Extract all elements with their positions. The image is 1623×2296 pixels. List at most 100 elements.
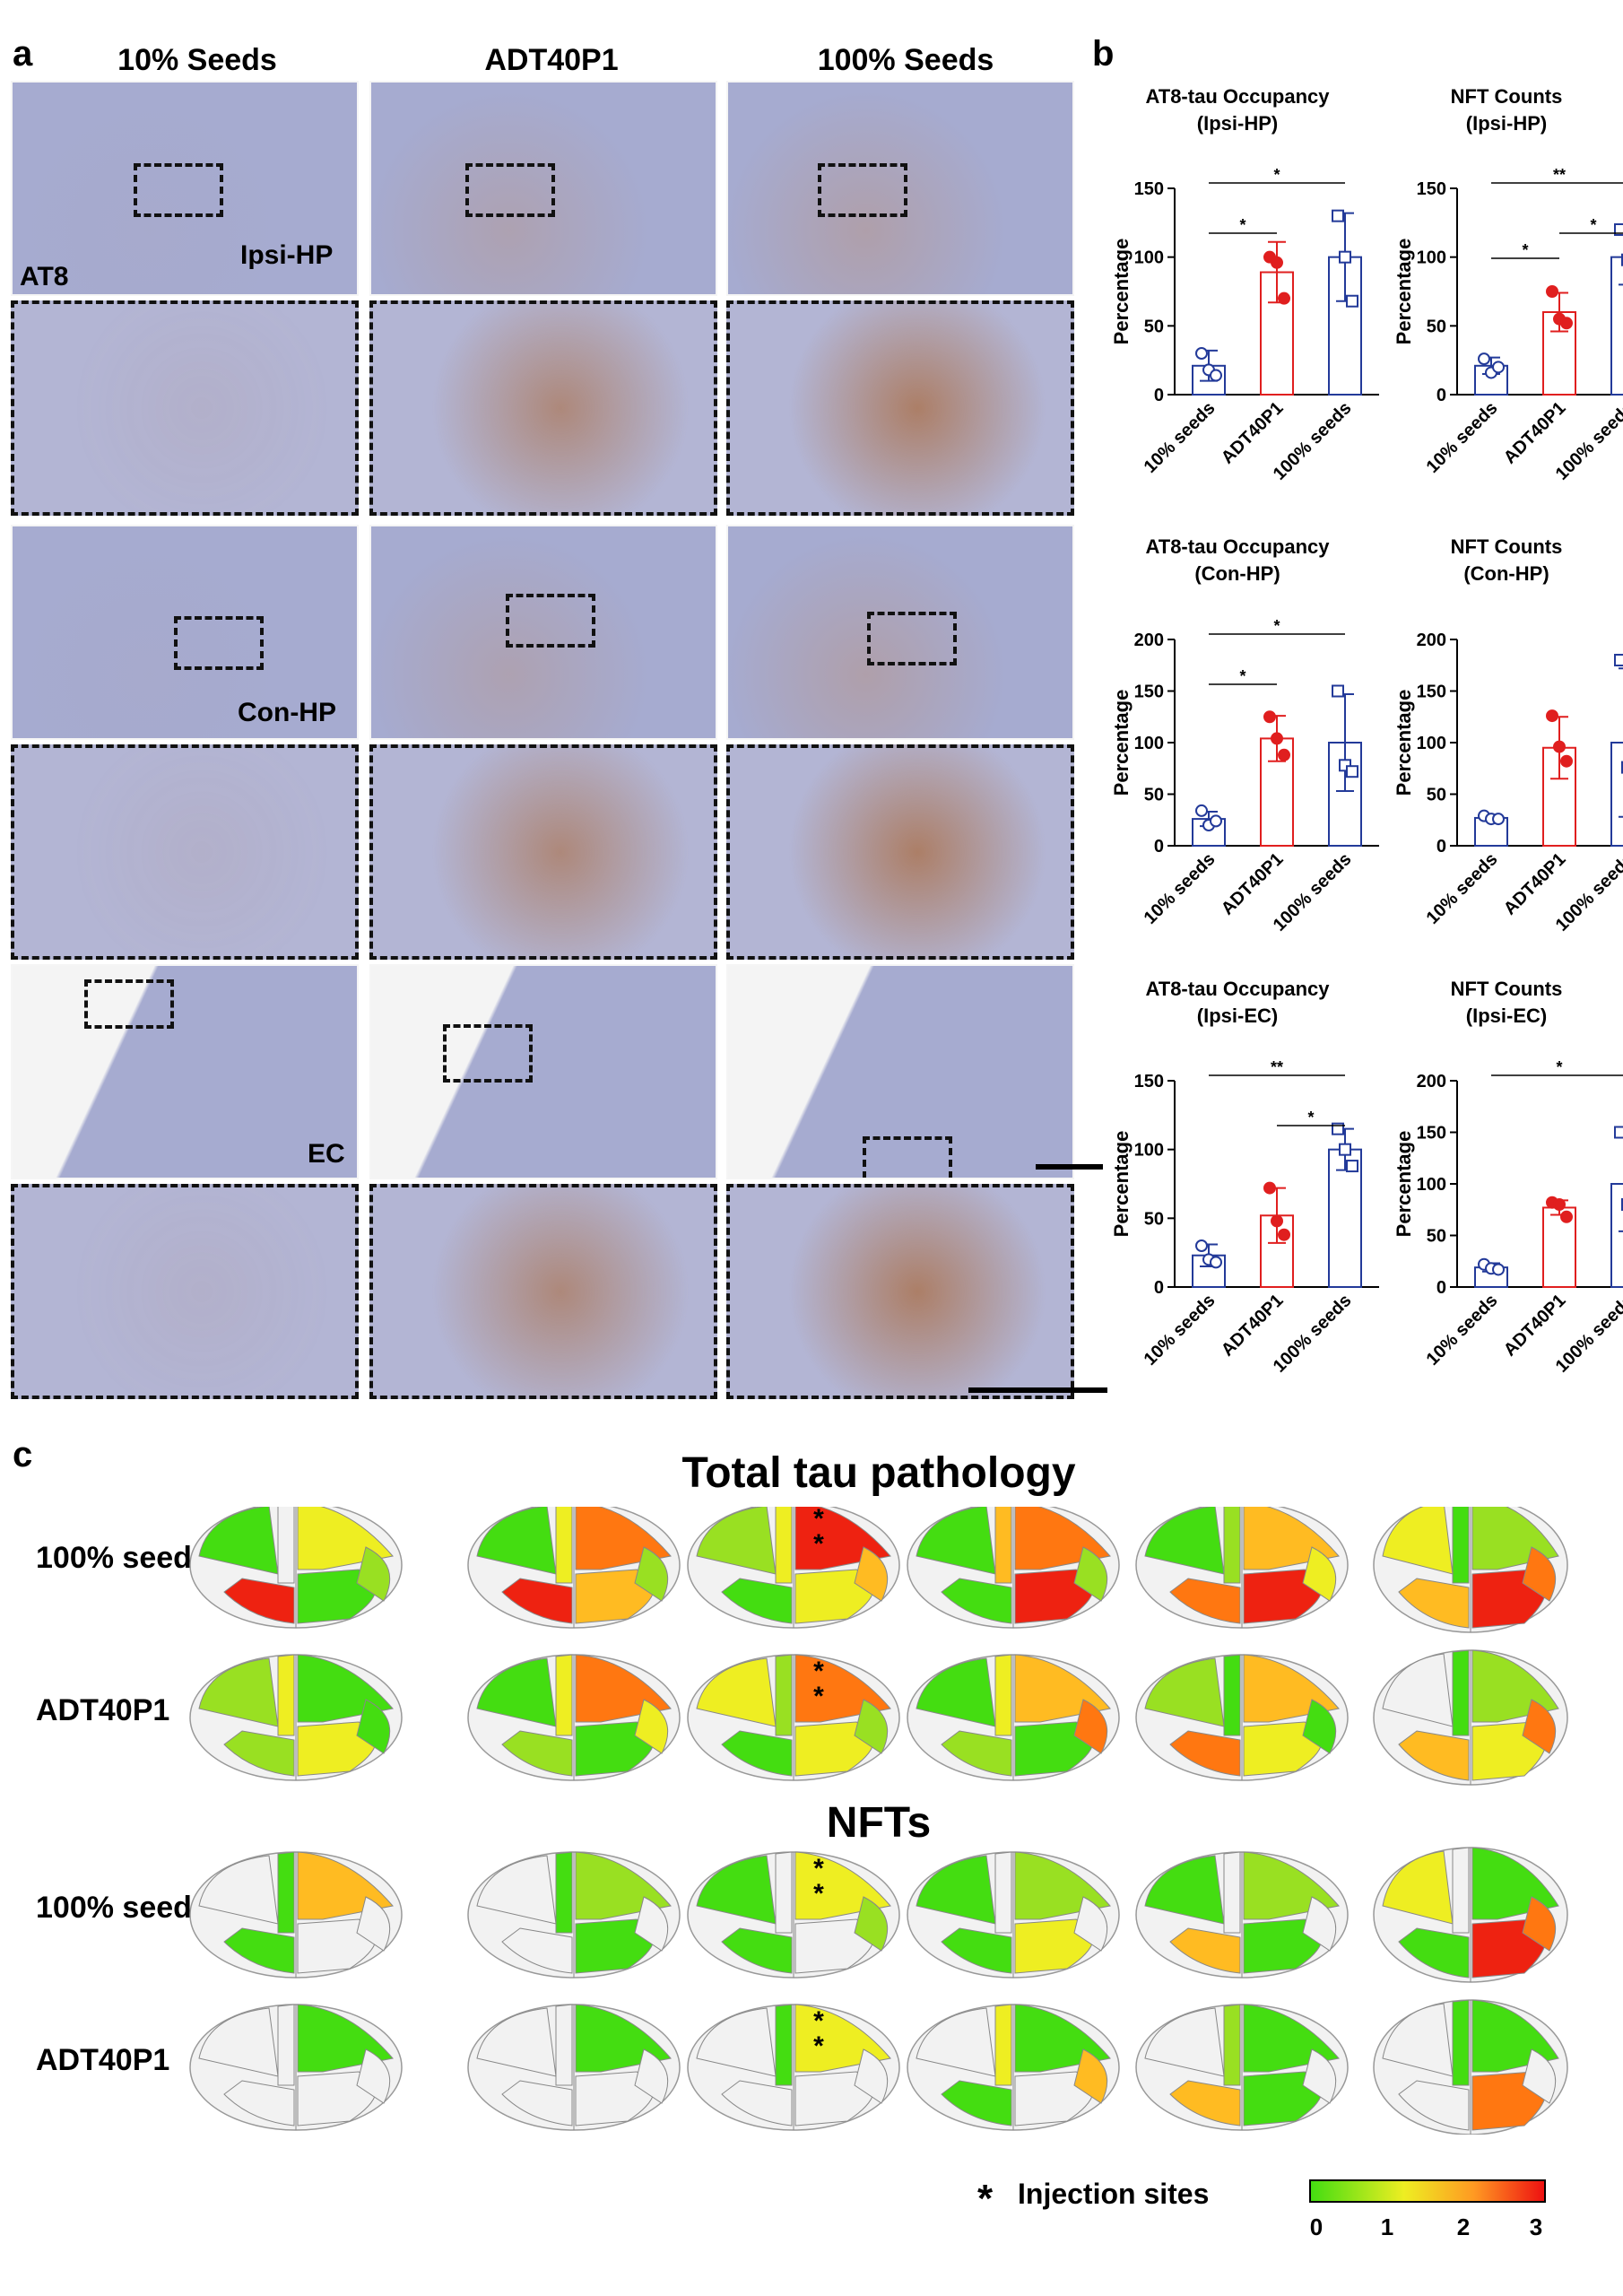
y-tick-label: 50 [1427, 1227, 1446, 1247]
data-point [1332, 684, 1344, 698]
brain-region [696, 2007, 777, 2077]
zoom-region-box [818, 163, 907, 217]
brain-section [907, 1507, 1120, 1629]
data-point [1346, 765, 1358, 778]
micrograph-zoom [369, 300, 717, 516]
brain-section [189, 1654, 403, 1781]
brain-region [277, 2004, 295, 2086]
injection-site-icon: * [813, 1879, 824, 1909]
brain-region [854, 1546, 889, 1602]
brain-region [696, 1657, 777, 1727]
brain-region [994, 1507, 1012, 1584]
brain-region [916, 1855, 996, 1925]
y-tick-label: 150 [1417, 179, 1446, 199]
brain-region [223, 1927, 295, 1974]
brain-region [1398, 1730, 1470, 1781]
zoom-region-box [134, 163, 223, 217]
brain-region [1398, 1927, 1470, 1979]
colorbar-tick: 1 [1380, 2213, 1394, 2240]
brain-section [1135, 1654, 1349, 1781]
brain-region [994, 1851, 1012, 1934]
micrograph-overview [726, 525, 1074, 740]
column-header-adt40p1: ADT40P1 [484, 43, 619, 77]
brain-region [1522, 1896, 1557, 1952]
y-tick-label: 0 [1436, 386, 1446, 405]
region-label-ipsi-hp: Ipsi-HP [240, 240, 334, 270]
significance-label: * [1239, 216, 1245, 234]
data-point [1560, 1210, 1573, 1223]
y-axis-label: Percentage [1393, 1131, 1415, 1238]
injection-site-icon: * [813, 2006, 824, 2036]
significance-label: * [1522, 241, 1528, 259]
injection-site-icon: * [813, 1507, 824, 1534]
micrograph-zoom [11, 744, 359, 960]
significance-label: * [1239, 667, 1245, 685]
brain-region [1382, 1507, 1454, 1575]
y-tick-label: 100 [1134, 1141, 1164, 1161]
brain-region [1223, 1654, 1241, 1736]
brain-section [467, 1851, 681, 1979]
brain-region [356, 2048, 391, 2104]
y-axis-label: Percentage [1393, 239, 1415, 345]
brain-region [854, 2048, 889, 2104]
brain-section [1373, 1649, 1568, 1786]
brain-region [277, 1507, 295, 1584]
panel-a-letter: a [13, 34, 33, 74]
brain-region [1169, 2080, 1241, 2126]
column-header-100-seeds: 100% Seeds [817, 43, 994, 77]
brain-region [277, 1851, 295, 1934]
brain-region [634, 1546, 669, 1602]
brain-region [1073, 1896, 1108, 1952]
brain-region [775, 2004, 793, 2086]
data-point [1346, 1160, 1358, 1173]
data-point [1263, 1181, 1276, 1195]
brain-region [356, 1699, 391, 1754]
brain-region [277, 1654, 295, 1736]
brain-region [634, 1699, 669, 1754]
y-tick-label: 50 [1427, 786, 1446, 805]
brain-region [775, 1851, 793, 1934]
micrograph-zoom [369, 1184, 717, 1399]
brain-region [501, 2080, 573, 2126]
brain-region [1382, 1850, 1454, 1925]
row-label-tau-adt40p1: ADT40P1 [36, 1693, 170, 1727]
brain-region [1452, 1649, 1470, 1736]
data-point [1339, 1143, 1351, 1156]
brain-region [198, 1657, 279, 1727]
injection-site-icon: * [813, 1854, 824, 1883]
brain-region [223, 1730, 295, 1777]
brain-region [994, 1654, 1012, 1736]
data-point [1346, 294, 1358, 308]
micrograph-zoom [726, 744, 1074, 960]
y-axis-label: Percentage [1110, 690, 1133, 796]
brain-region [555, 1851, 573, 1934]
colorbar-tick: 0 [1309, 2213, 1324, 2240]
micrograph-zoom [726, 300, 1074, 516]
data-point [1560, 317, 1573, 330]
brain-region [1452, 1847, 1470, 1934]
x-tick-label: 10% seeds [1423, 398, 1502, 477]
y-tick-label: 150 [1417, 683, 1446, 702]
y-tick-label: 50 [1144, 1209, 1164, 1229]
brain-section [907, 1851, 1120, 1979]
brain-region [1223, 1507, 1241, 1584]
chart-title-occ-ipsi-ec: AT8-tau Occupancy (Ipsi-EC) [1145, 978, 1330, 1027]
y-tick-label: 150 [1134, 683, 1164, 702]
data-point [1553, 1198, 1566, 1211]
y-tick-label: 100 [1417, 734, 1446, 753]
row-label-nft-100-seeds: 100% seeds [36, 1891, 209, 1925]
panel-c-letter: c [13, 1435, 33, 1474]
brain-region [696, 1507, 777, 1575]
y-axis-label: Percentage [1110, 239, 1133, 345]
data-point [1210, 1256, 1222, 1269]
brain-section: ** [687, 1507, 900, 1629]
brain-region [1398, 1578, 1470, 1629]
brain-section [1373, 1847, 1568, 1983]
brain-region [356, 1896, 391, 1952]
x-tick-label: 10% seeds [1141, 1291, 1219, 1370]
x-tick-label: ADT40P1 [1218, 398, 1288, 468]
brain-region [916, 1657, 996, 1727]
